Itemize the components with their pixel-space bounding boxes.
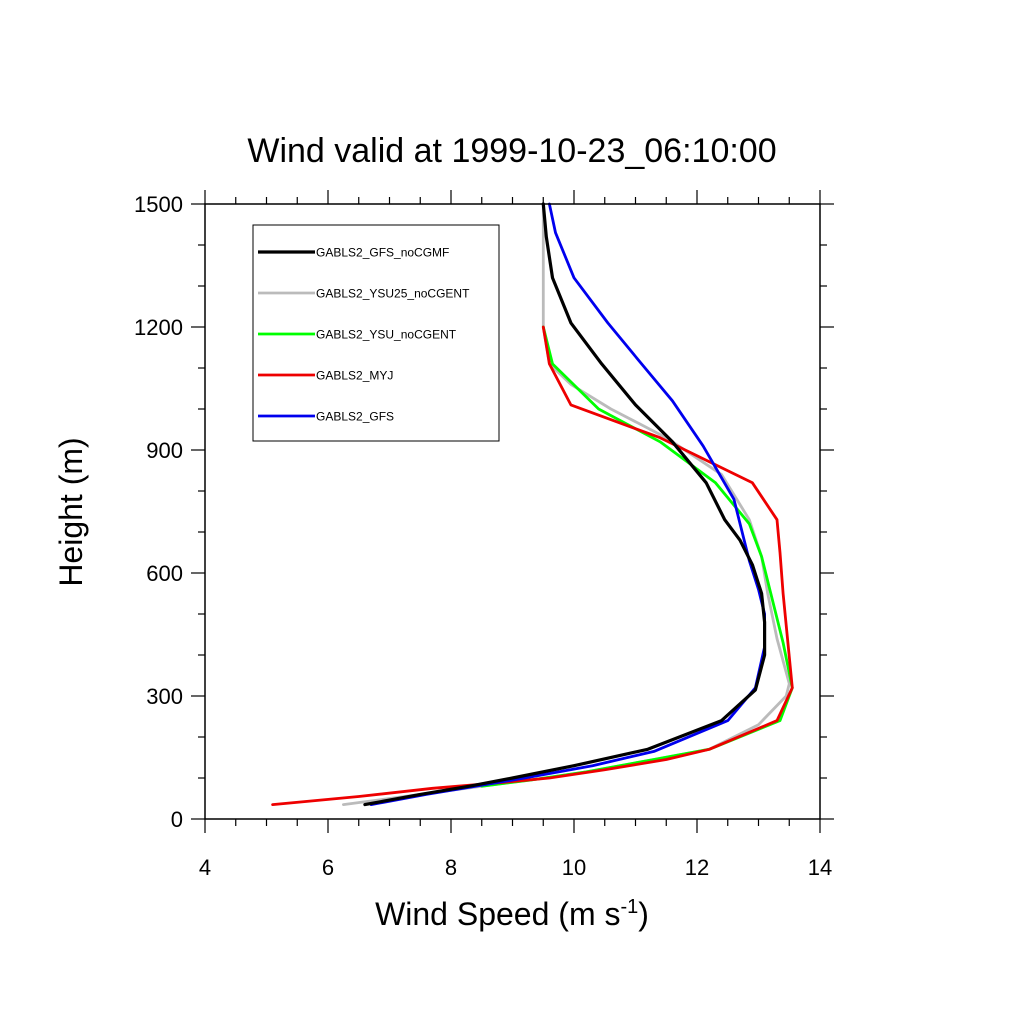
- legend-label: GABLS2_MYJ: [316, 369, 393, 383]
- x-tick-label: 8: [445, 855, 457, 880]
- y-tick-label: 0: [171, 807, 183, 832]
- y-tick-label: 900: [146, 438, 183, 463]
- legend: GABLS2_GFS_noCGMF GABLS2_YSU25_noCGENT GAB…: [252, 224, 500, 442]
- y-tick-label: 1200: [134, 315, 183, 340]
- x-tick-label: 12: [685, 855, 709, 880]
- chart-title: Wind valid at 1999-10-23_06:10:00: [247, 132, 776, 170]
- y-tick-label: 600: [146, 561, 183, 586]
- x-tick-label: 6: [322, 855, 334, 880]
- y-tick-label: 300: [146, 684, 183, 709]
- series-line-0: [363, 202, 767, 807]
- legend-label: GABLS2_YSU_noCGENT: [316, 328, 457, 342]
- x-axis-label-superscript: -1: [620, 896, 638, 918]
- x-axis-label-main: Wind Speed (m s: [375, 896, 620, 932]
- x-axis-label: Wind Speed (m s-1): [375, 896, 649, 932]
- y-tick-label: 1500: [134, 192, 183, 217]
- tick-layer: 4 6 8 10 12 14 0 300 600 900 1200 1500: [134, 190, 834, 880]
- x-tick-label: 14: [808, 855, 832, 880]
- x-tick-label: 4: [199, 855, 211, 880]
- y-axis-label: Height (m): [53, 437, 89, 586]
- legend-label: GABLS2_GFS: [316, 410, 394, 424]
- x-axis-label-end: ): [638, 896, 649, 932]
- legend-label: GABLS2_YSU25_noCGENT: [316, 287, 470, 301]
- legend-label: GABLS2_GFS_noCGMF: [316, 246, 449, 260]
- series-layer: [271, 202, 794, 807]
- x-tick-label: 10: [562, 855, 586, 880]
